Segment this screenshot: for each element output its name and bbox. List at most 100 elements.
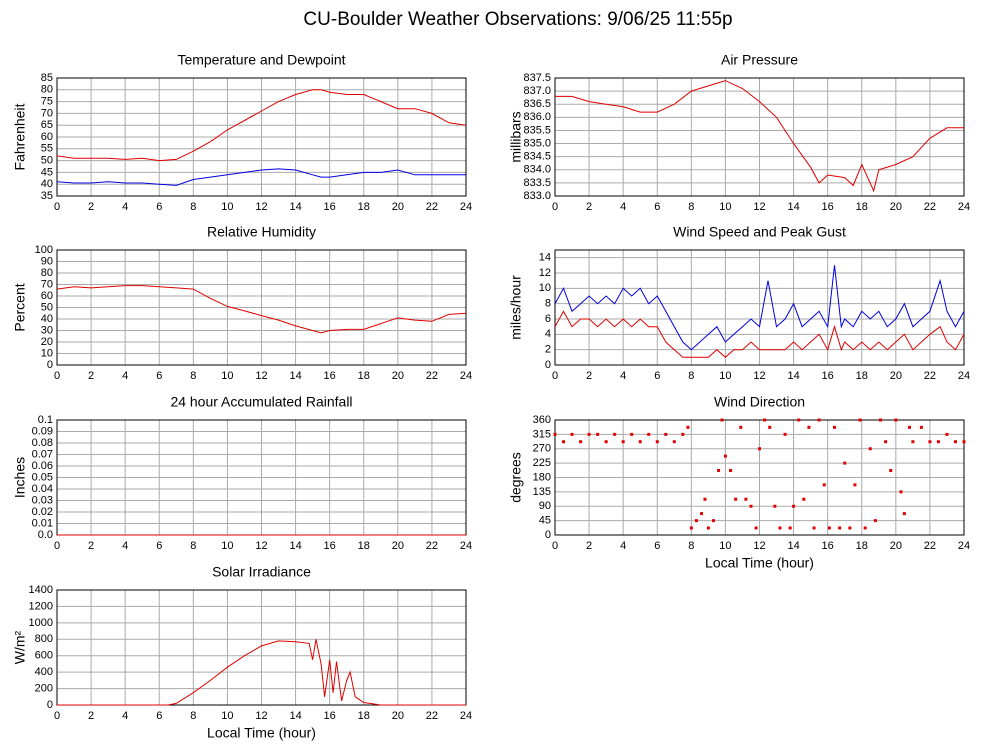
y-tick-label: 0 (47, 699, 53, 711)
x-tick-label: 0 (54, 540, 60, 552)
x-tick-label: 18 (856, 540, 868, 552)
data-point (907, 425, 911, 429)
data-line (554, 265, 965, 351)
data-point (655, 440, 659, 444)
chart-title: Solar Irradiance (212, 564, 311, 580)
y-tick-label: 14 (539, 252, 551, 264)
y-tick-label: 836.0 (523, 111, 551, 123)
data-point (647, 432, 651, 436)
x-axis-label: Local Time (hour) (207, 725, 316, 741)
y-tick-label: 360 (533, 414, 551, 426)
y-tick-label: 4 (545, 328, 551, 340)
x-tick-label: 22 (924, 370, 936, 382)
x-tick-label: 18 (856, 201, 868, 213)
data-point (792, 504, 796, 508)
x-tick-label: 4 (122, 710, 128, 722)
x-tick-label: 24 (460, 201, 472, 213)
data-point (873, 519, 877, 523)
x-tick-label: 0 (552, 370, 558, 382)
x-tick-label: 18 (856, 370, 868, 382)
y-tick-label: 0.03 (32, 494, 53, 506)
y-tick-label: 834.5 (523, 151, 551, 163)
x-tick-label: 0 (54, 201, 60, 213)
x-tick-label: 12 (255, 540, 267, 552)
x-tick-label: 10 (719, 540, 731, 552)
data-point (570, 432, 574, 436)
data-point (744, 497, 748, 501)
y-tick-label: 0.02 (32, 506, 53, 518)
x-tick-label: 24 (460, 370, 472, 382)
y-tick-label: 40 (41, 313, 53, 325)
y-tick-label: 75 (41, 96, 53, 108)
y-tick-label: 70 (41, 278, 53, 290)
y-tick-label: 30 (41, 324, 53, 336)
x-tick-label: 12 (255, 710, 267, 722)
data-point (919, 425, 923, 429)
x-tick-label: 4 (620, 370, 626, 382)
y-tick-label: 835.5 (523, 124, 551, 136)
x-tick-label: 18 (358, 201, 370, 213)
data-point (797, 418, 801, 422)
data-line (56, 285, 467, 334)
x-tick-label: 6 (156, 710, 162, 722)
y-tick-label: 800 (35, 633, 53, 645)
x-tick-label: 6 (156, 201, 162, 213)
x-axis-label: Local Time (hour) (705, 555, 814, 571)
x-tick-label: 10 (221, 710, 233, 722)
data-point (711, 519, 715, 523)
data-point (936, 440, 940, 444)
x-tick-label: 10 (221, 201, 233, 213)
data-line (57, 639, 466, 706)
x-tick-label: 14 (787, 370, 799, 382)
data-point (720, 418, 724, 422)
x-tick-label: 10 (719, 201, 731, 213)
x-tick-label: 12 (255, 201, 267, 213)
y-tick-label: 315 (533, 428, 551, 440)
y-tick-label: 200 (35, 682, 53, 694)
x-tick-label: 8 (190, 710, 196, 722)
data-point (962, 440, 966, 444)
data-point (681, 432, 685, 436)
x-tick-label: 4 (122, 540, 128, 552)
data-point (902, 512, 906, 516)
data-point (734, 497, 738, 501)
x-tick-label: 12 (753, 201, 765, 213)
chart-title: 24 hour Accumulated Rainfall (170, 394, 352, 410)
plot-frame (56, 77, 467, 197)
y-tick-label: 0.07 (32, 448, 53, 460)
x-tick-label: 18 (358, 540, 370, 552)
y-tick-label: 2 (545, 344, 551, 356)
x-tick-label: 10 (221, 540, 233, 552)
chart-title: Temperature and Dewpoint (177, 52, 345, 68)
data-point (596, 432, 600, 436)
y-tick-label: 50 (41, 155, 53, 167)
y-tick-label: 1200 (29, 600, 53, 612)
y-axis-label: Fahrenheit (12, 103, 28, 170)
data-point (664, 432, 668, 436)
x-tick-label: 16 (324, 370, 336, 382)
y-tick-label: 0.08 (32, 437, 53, 449)
y-axis-label: degrees (508, 452, 524, 503)
data-point (817, 418, 821, 422)
x-tick-label: 14 (289, 201, 301, 213)
y-tick-label: 70 (41, 107, 53, 119)
data-point (827, 526, 831, 530)
data-point (945, 432, 949, 436)
y-axis-label: miles/hour (508, 275, 524, 340)
data-point (928, 440, 932, 444)
y-tick-label: 835.0 (523, 137, 551, 149)
x-tick-label: 22 (924, 201, 936, 213)
data-point (621, 440, 625, 444)
plot-frame (554, 249, 965, 366)
y-axis-label: millibars (508, 111, 524, 162)
x-tick-label: 18 (358, 370, 370, 382)
x-tick-label: 14 (787, 201, 799, 213)
y-axis-label: W/m² (12, 630, 28, 664)
x-tick-label: 22 (426, 201, 438, 213)
y-tick-label: 833.0 (523, 190, 551, 202)
data-point (868, 447, 872, 451)
y-tick-label: 833.5 (523, 177, 551, 189)
x-tick-label: 16 (822, 201, 834, 213)
data-point (773, 504, 777, 508)
